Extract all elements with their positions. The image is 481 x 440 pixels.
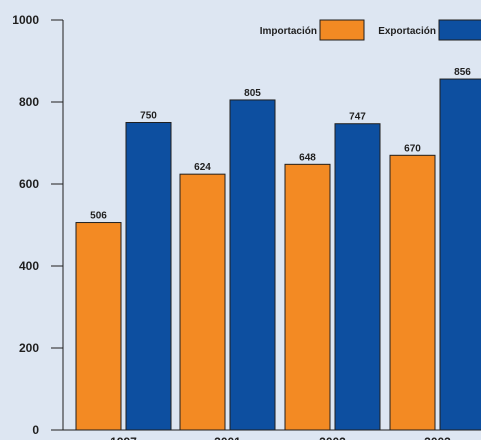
data-label: 670 xyxy=(404,143,421,154)
x-tick-label: 2001 xyxy=(214,435,241,440)
y-tick-label: 600 xyxy=(19,177,39,191)
data-label: 506 xyxy=(90,211,107,222)
data-labels: 506 750 624 805 648 747 670 856 xyxy=(90,67,471,222)
legend-swatch xyxy=(319,19,365,41)
y-tick-label: 1000 xyxy=(12,13,39,27)
data-label: 624 xyxy=(194,162,211,173)
y-tick-label: 800 xyxy=(19,95,39,109)
data-label: 856 xyxy=(454,67,471,78)
legend-swatch xyxy=(438,19,481,41)
y-tick-label: 0 xyxy=(32,423,39,437)
data-label: 805 xyxy=(244,88,261,99)
bar xyxy=(389,154,436,431)
data-label: 648 xyxy=(299,152,316,163)
bar xyxy=(179,173,226,431)
x-tick-label: 2002 xyxy=(319,435,346,440)
legend: Importación Exportación xyxy=(260,19,481,41)
data-label: 747 xyxy=(349,112,366,123)
bars xyxy=(75,78,481,431)
y-tick-label: 200 xyxy=(19,341,39,355)
legend-label: Exportación xyxy=(378,26,436,37)
axes: 0 200 400 600 800 1000 1997 2001 2002 2003 xyxy=(12,13,481,440)
bar xyxy=(284,163,331,431)
bar xyxy=(334,123,381,431)
bar xyxy=(439,78,481,431)
y-tick-label: 400 xyxy=(19,259,39,273)
bar xyxy=(229,99,276,431)
x-tick-label: 2003 xyxy=(424,435,451,440)
bar xyxy=(75,222,122,431)
legend-label: Importación xyxy=(260,26,317,37)
data-label: 750 xyxy=(140,111,157,122)
x-tick-label: 1997 xyxy=(110,435,137,440)
bar xyxy=(125,122,172,431)
